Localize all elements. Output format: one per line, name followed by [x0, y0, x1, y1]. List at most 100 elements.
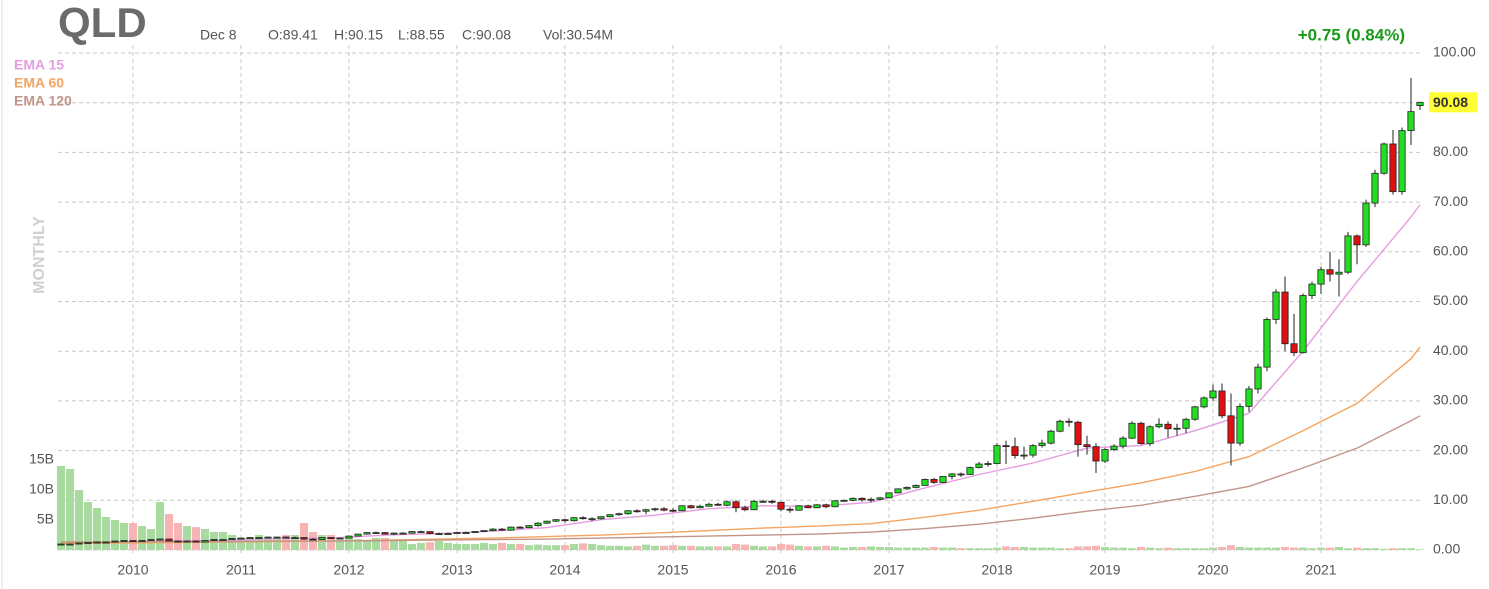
candle-body: [282, 536, 290, 539]
candle-body: [57, 543, 65, 546]
volume-bar: [74, 490, 84, 550]
volume-bar: [704, 546, 714, 550]
volume-bar: [992, 547, 1002, 550]
volume-bar: [470, 544, 480, 550]
candle-body: [1344, 235, 1352, 273]
volume-bar: [821, 545, 831, 550]
candle-body: [525, 525, 533, 529]
volume-label: Vol:30.54M: [543, 27, 613, 43]
volume-bar: [983, 548, 993, 550]
volume-bar: [1181, 548, 1191, 550]
candle-body: [183, 540, 191, 543]
volume-bar: [506, 544, 516, 550]
volume-bar: [1217, 547, 1227, 550]
volume-bar: [263, 538, 273, 550]
candle-body: [1083, 444, 1091, 448]
candle-body: [543, 520, 551, 524]
candle-body: [1092, 446, 1100, 462]
candle-body: [84, 542, 92, 544]
candle-body: [1254, 366, 1262, 390]
candle-body: [1290, 343, 1298, 354]
volume-bar: [398, 541, 408, 550]
volume-bar: [1280, 547, 1290, 550]
volume-bar: [1163, 547, 1173, 550]
volume-bar: [407, 544, 417, 550]
y-tick-label: 100.00: [1433, 44, 1476, 60]
candle-body: [867, 498, 875, 501]
candle-body: [1362, 202, 1370, 246]
last-price-tag: [1429, 92, 1477, 113]
date: Dec 8: [200, 27, 237, 43]
candle-body: [417, 531, 425, 534]
volume-bar: [1289, 547, 1299, 550]
volume-bar: [902, 547, 912, 550]
volume-bar: [740, 544, 750, 550]
last-price-label: 90.08: [1433, 94, 1468, 110]
volume-bar: [533, 544, 543, 550]
volume-bar: [272, 538, 282, 550]
volume-bar: [83, 502, 93, 550]
close-label: C:90.08: [462, 27, 511, 43]
volume-bar: [1325, 547, 1335, 550]
candle-body: [615, 513, 623, 516]
volume-bar: [587, 544, 597, 550]
candle-body: [1173, 427, 1181, 430]
candle-body: [1353, 235, 1361, 246]
candle-body: [219, 539, 227, 541]
y-tick-label: 10.00: [1433, 491, 1468, 507]
candle-body: [93, 541, 101, 544]
candle-body: [768, 500, 776, 503]
candle-body: [1182, 418, 1190, 429]
candle-body: [444, 533, 452, 535]
candle-body: [1164, 423, 1172, 430]
volume-bar: [236, 538, 246, 550]
y-tick-label: 60.00: [1433, 243, 1468, 259]
volume-bar: [695, 546, 705, 550]
x-tick-label: 2021: [1305, 562, 1336, 578]
candle-body: [1074, 421, 1082, 446]
y-tick-label: 40.00: [1433, 342, 1468, 358]
candle-body: [471, 531, 479, 534]
candle-body: [237, 537, 245, 540]
candle-body: [408, 531, 416, 534]
volume-bar: [254, 535, 264, 550]
volume-bar: [1226, 545, 1236, 550]
candle-body: [228, 538, 236, 540]
volume-bar: [1073, 546, 1083, 550]
volume-bar: [1379, 548, 1389, 550]
candle-body: [741, 507, 749, 511]
candle-body: [129, 540, 137, 542]
volume-bar: [686, 545, 696, 550]
volume-bar: [1046, 547, 1056, 550]
x-tick-label: 2011: [226, 562, 256, 578]
volume-bar: [1208, 547, 1218, 550]
volume-bar: [1091, 545, 1101, 550]
volume-bar: [137, 526, 147, 550]
x-tick-label: 2020: [1197, 562, 1228, 578]
x-tick-label: 2014: [549, 562, 580, 578]
candle-body: [1236, 405, 1244, 444]
candle-body: [642, 509, 650, 512]
volume-bar: [326, 535, 336, 550]
volume-bar: [1271, 547, 1281, 550]
candle-body: [597, 516, 605, 520]
candle-body: [336, 537, 344, 540]
candle-body: [948, 473, 956, 477]
candle-body: [102, 541, 110, 544]
candle-body: [201, 540, 209, 543]
candle-body: [849, 497, 857, 501]
legend-entry: EMA 120: [14, 93, 72, 109]
volume-bar: [56, 466, 66, 550]
volume-bar: [461, 544, 471, 550]
candle-body: [453, 532, 461, 535]
volume-bar: [1064, 548, 1074, 550]
candle-body: [75, 542, 83, 545]
volume-bar: [1388, 548, 1398, 550]
candle-body: [381, 532, 389, 535]
candle-body: [507, 526, 515, 531]
volume-bar: [1136, 547, 1146, 550]
candle-body: [777, 501, 785, 510]
candle-body: [318, 537, 326, 540]
